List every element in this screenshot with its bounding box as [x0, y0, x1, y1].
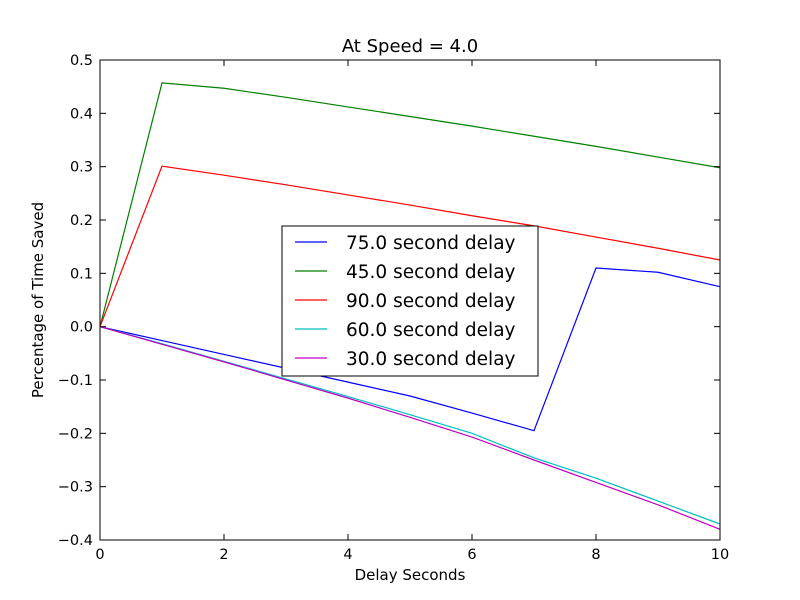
x-tick-label: 4	[343, 547, 352, 563]
y-tick-label: 0.4	[70, 106, 93, 122]
x-axis-label: Delay Seconds	[355, 566, 466, 584]
y-tick-label: 0.1	[70, 266, 93, 282]
legend-label-2: 90.0 second delay	[346, 291, 516, 312]
chart-title: At Speed = 4.0	[342, 36, 478, 57]
y-tick-label: −0.3	[58, 480, 93, 496]
series-line-0	[99, 267, 721, 432]
y-tick-label: −0.1	[58, 373, 93, 389]
series-line-1	[99, 82, 721, 327]
legend-label-0: 75.0 second delay	[346, 233, 516, 254]
y-tick-label: −0.2	[58, 426, 93, 442]
x-tick-label: 6	[467, 547, 476, 563]
y-tick-label: −0.4	[58, 533, 93, 549]
series-line-2	[99, 165, 721, 327]
plot-area-frame	[99, 59, 721, 541]
y-tick-label: 0.2	[70, 213, 93, 229]
axis-ticks: 0 2 4 6 8 10 −0.4 −0.3 −0.2 −0.1 0.0 0.1 0.2 0.3 0.4 0.…	[58, 53, 729, 563]
y-axis-label: Percentage of Time Saved	[29, 202, 47, 398]
series-line-4	[99, 326, 721, 530]
legend: 75.0 second delay 45.0 second delay 90.0 s…	[281, 225, 539, 377]
x-tick-label: 0	[95, 547, 104, 563]
x-tick-label: 2	[219, 547, 228, 563]
legend-box	[281, 225, 539, 377]
x-tick-label: 8	[591, 547, 600, 563]
legend-label-4: 30.0 second delay	[346, 349, 516, 370]
y-tick-label: 0.5	[70, 53, 93, 69]
series-layer	[99, 82, 721, 530]
legend-label-3: 60.0 second delay	[346, 320, 516, 341]
x-tick-label: 10	[711, 547, 729, 563]
y-tick-label: 0.0	[70, 320, 93, 336]
y-tick-label: 0.3	[70, 160, 93, 176]
legend-label-1: 45.0 second delay	[346, 262, 516, 283]
